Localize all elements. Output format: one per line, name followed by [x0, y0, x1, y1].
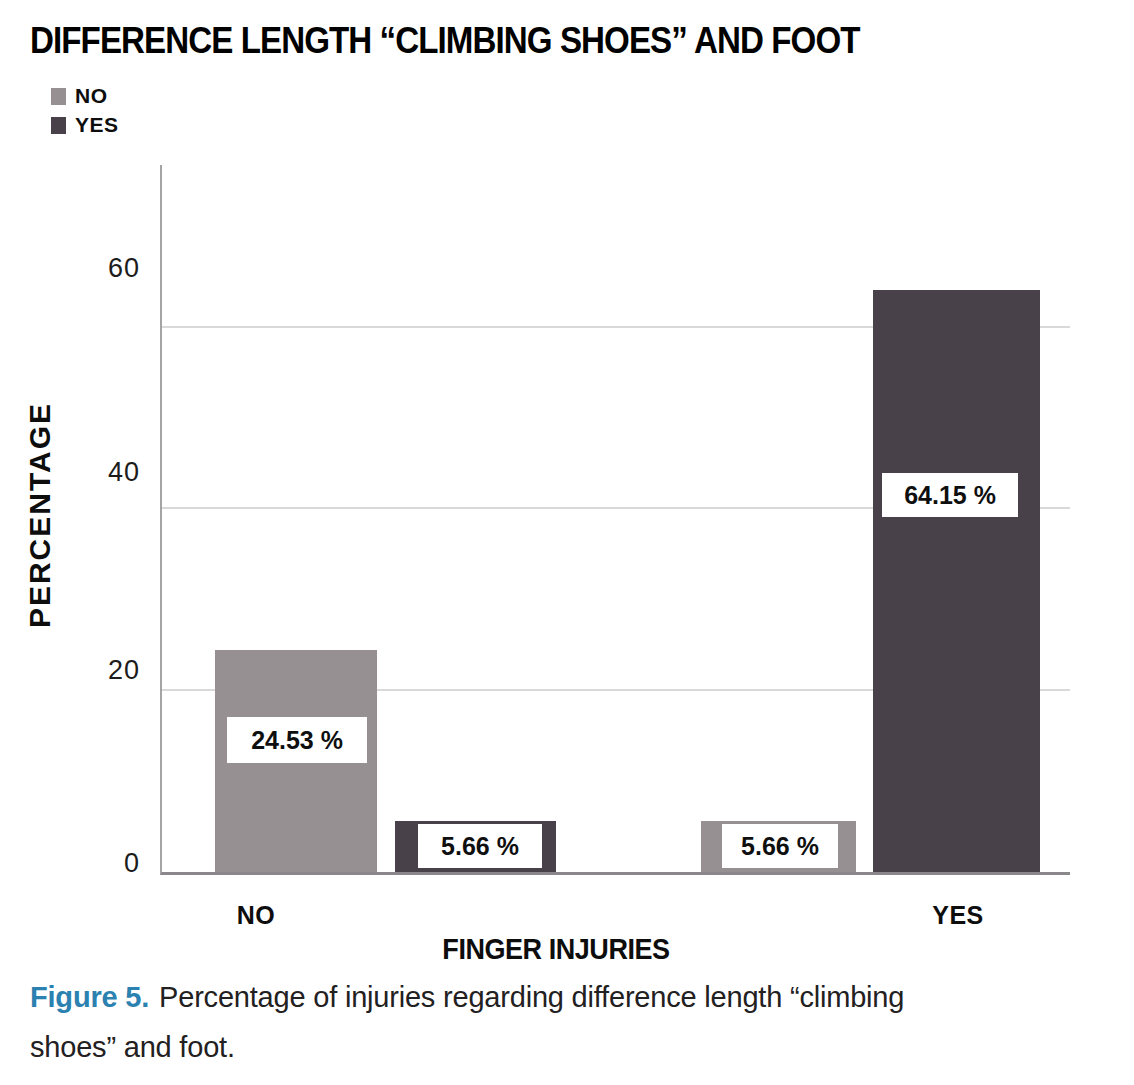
caption-text-line2: shoes” and foot. — [30, 1022, 1115, 1072]
x-tick-yes: YES — [908, 899, 1008, 931]
caption-figure-number: Figure 5. — [30, 981, 149, 1013]
figure-page: DIFFERENCE LENGTH “CLIMBING SHOES” AND F… — [0, 0, 1134, 1085]
y-axis-title: PERCENTAGE — [23, 402, 57, 628]
y-tick-60: 60 — [108, 253, 140, 283]
value-label-yes-no: 5.66 % — [722, 824, 838, 868]
caption-line-1: Figure 5. Percentage of injuries regardin… — [30, 972, 1115, 1022]
caption-text-line1: Percentage of injuries regarding differe… — [159, 981, 904, 1013]
legend-swatch-yes — [51, 117, 66, 134]
legend-item-no: NO — [51, 85, 119, 107]
y-tick-20: 20 — [108, 655, 140, 685]
legend-label-no: NO — [75, 84, 108, 108]
x-tick-no: NO — [206, 899, 306, 931]
bar-finger-yes-series-yes — [873, 290, 1040, 872]
figure-caption: Figure 5. Percentage of injuries regardin… — [30, 972, 1115, 1072]
y-tick-0: 0 — [124, 848, 140, 878]
legend-item-yes: YES — [51, 114, 119, 136]
chart-title: DIFFERENCE LENGTH “CLIMBING SHOES” AND F… — [30, 20, 860, 62]
legend-label-yes: YES — [75, 113, 119, 137]
legend-swatch-no — [51, 88, 66, 105]
value-label-no-yes: 5.66 % — [418, 824, 542, 868]
value-label-yes-yes: 64.15 % — [882, 473, 1018, 517]
legend: NO YES — [51, 85, 119, 143]
value-label-no-no: 24.53 % — [227, 717, 367, 763]
plot-area: 24.53 % 5.66 % 5.66 % 64.15 % — [160, 165, 1070, 875]
y-tick-40: 40 — [108, 457, 140, 487]
x-axis-title: FINGER INJURIES — [421, 932, 691, 966]
